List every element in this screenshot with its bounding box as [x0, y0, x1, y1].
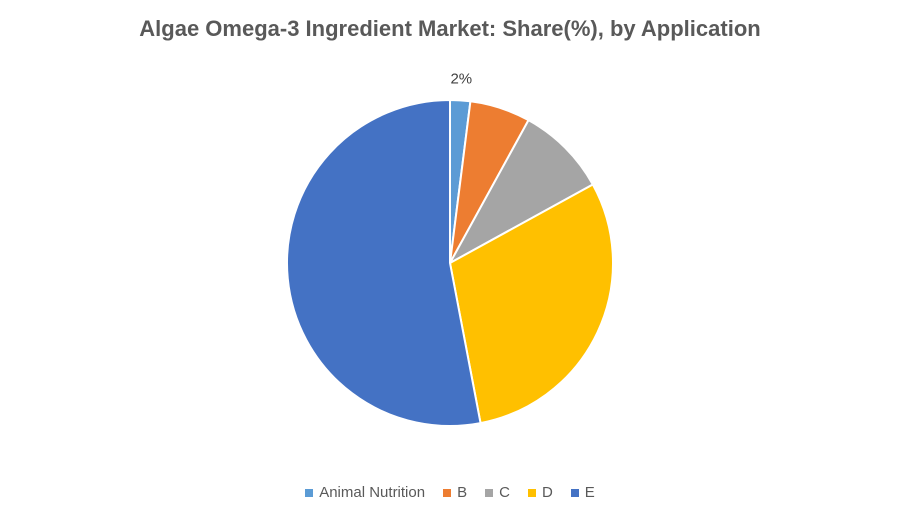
legend-label: B: [457, 484, 468, 501]
legend-swatch: [305, 488, 314, 497]
legend-label: E: [584, 484, 595, 501]
pie-slice-d: [448, 183, 614, 425]
chart-legend: Animal Nutrition B C D E: [0, 484, 900, 501]
legend-swatch: [527, 488, 536, 497]
legend-label: Animal Nutrition: [319, 484, 426, 501]
legend-item: Animal Nutrition: [305, 484, 425, 501]
pie-slice-e: [286, 98, 482, 427]
legend-label: C: [499, 484, 510, 501]
legend-item: B: [443, 484, 467, 501]
data-label-animal-nutrition: 2%: [450, 70, 472, 87]
legend-item: C: [485, 484, 510, 501]
legend-item: E: [570, 484, 595, 501]
chart-title: Algae Omega-3 Ingredient Market: Share(%…: [139, 16, 761, 41]
pie-slice-c: [447, 118, 595, 266]
legend-swatch: [443, 488, 452, 497]
legend-swatch: [570, 488, 579, 497]
legend-item: D: [527, 484, 553, 501]
legend-swatch: [485, 488, 494, 497]
legend-label: D: [541, 484, 553, 501]
